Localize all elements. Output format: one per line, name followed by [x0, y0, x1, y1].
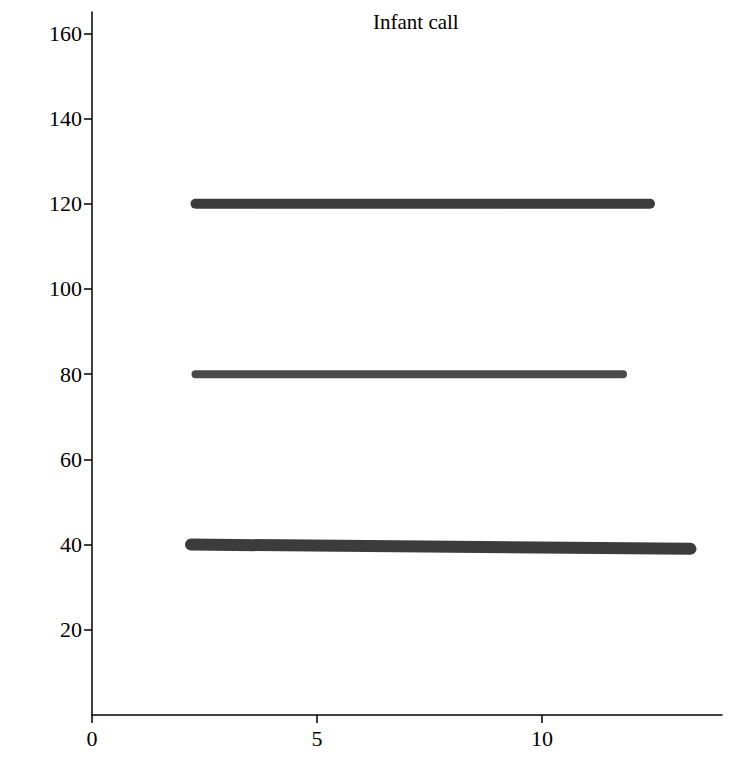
svg-text:160: 160 [49, 21, 82, 46]
svg-text:5: 5 [312, 726, 323, 751]
svg-text:100: 100 [49, 276, 82, 301]
svg-text:20: 20 [60, 617, 82, 642]
svg-text:0: 0 [87, 726, 98, 751]
svg-text:80: 80 [60, 362, 82, 387]
svg-text:120: 120 [49, 191, 82, 216]
svg-text:Infant call: Infant call [373, 10, 459, 34]
svg-text:140: 140 [49, 106, 82, 131]
svg-text:40: 40 [60, 532, 82, 557]
svg-text:10: 10 [531, 726, 553, 751]
svg-text:60: 60 [60, 447, 82, 472]
